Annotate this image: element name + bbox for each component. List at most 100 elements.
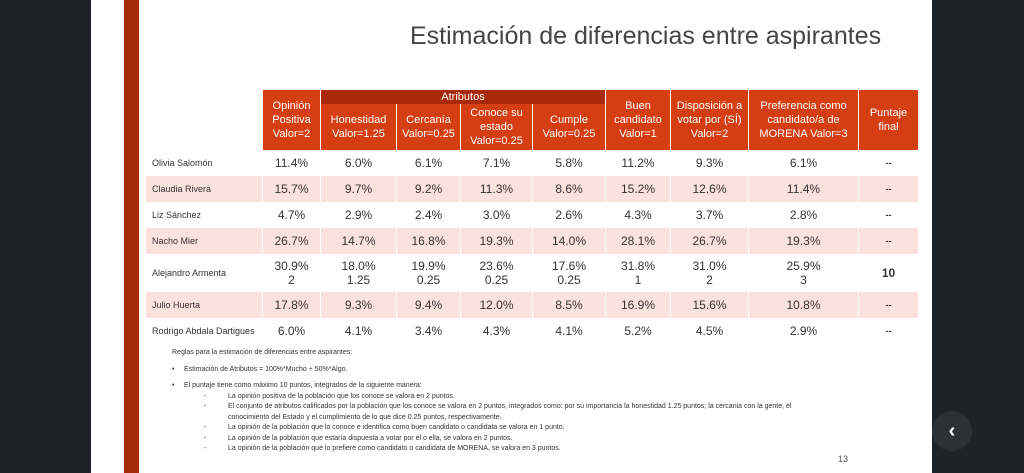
value-cell: 23.6% 0.25 xyxy=(461,254,532,292)
value-cell: 4.3% xyxy=(482,324,511,338)
value-cell: 4.7% xyxy=(277,208,306,222)
value-cell: 9.3% xyxy=(321,292,396,318)
value-cell: 3.4% xyxy=(414,324,443,338)
points: 0.25 xyxy=(557,273,581,287)
candidates-table: Opinión Positiva Valor=2 Atributos Buen … xyxy=(145,90,919,344)
final-score: -- xyxy=(859,228,918,254)
value-cell: 9.3% xyxy=(695,156,724,170)
value-cell: 19.3% xyxy=(461,228,532,254)
percent: 25.9% xyxy=(786,259,821,273)
value-cell: 9.7% xyxy=(321,176,396,202)
value-cell: 3.7% xyxy=(695,208,724,222)
candidate-name: Rodrigo Abdala Dartigues xyxy=(152,326,255,336)
percent: 17.6% xyxy=(551,259,587,273)
value-cell: 14.0% xyxy=(533,228,605,254)
value-cell: 15.6% xyxy=(671,292,748,318)
empty-header xyxy=(146,90,262,150)
percent: 18.0% xyxy=(341,259,376,273)
percent: 23.6% xyxy=(479,259,514,273)
rule-subitem: La opinión de la población que estaría d… xyxy=(172,434,791,445)
value-cell: 31.0% 2 xyxy=(671,254,748,292)
candidate-name: Alejandro Armenta xyxy=(152,268,227,278)
value-cell: 11.4% xyxy=(749,176,858,202)
points: 2 xyxy=(706,273,713,287)
rule-subitem: La opinión de la población que lo conoce… xyxy=(172,423,791,434)
rule-subitem: La opinión de la población que lo prefie… xyxy=(172,444,791,455)
final-score: 10 xyxy=(881,266,896,280)
value-cell: 31.8% 1 xyxy=(606,254,670,292)
chevron-left-icon: ‹ xyxy=(948,419,956,442)
column-header: Conoce su estado Valor=0.25 xyxy=(461,104,532,150)
value-cell: 19.9% 0.25 xyxy=(397,254,460,292)
column-header: Cercanía Valor=0.25 xyxy=(397,104,460,150)
column-header: Opinión Positiva Valor=2 xyxy=(263,90,320,150)
value-cell: 4.1% xyxy=(555,324,583,338)
value-cell: 26.7% xyxy=(263,228,320,254)
back-button[interactable]: ‹ xyxy=(932,411,972,451)
value-cell: 18.0% 1.25 xyxy=(321,254,396,292)
value-cell: 19.3% xyxy=(749,228,858,254)
value-cell: 4.3% xyxy=(624,208,652,222)
slide-title: Estimación de diferencias entre aspirant… xyxy=(410,22,882,50)
value-cell: 6.0% xyxy=(344,156,373,170)
value-cell: 17.6% 0.25 xyxy=(533,254,605,292)
final-score: -- xyxy=(885,210,892,220)
table-row: Olivia Salomón 11.4% 6.0% 6.1% 7.1% 5.8% 11.2%… xyxy=(146,150,918,176)
value-cell: 6.0% xyxy=(277,324,306,338)
value-cell: 10.8% xyxy=(749,292,858,318)
value-cell: 11.3% xyxy=(461,176,532,202)
value-cell: 25.9% 3 xyxy=(749,254,858,292)
rule-subitem: El conjunto de atributos calificados por… xyxy=(172,402,791,413)
points: 1.25 xyxy=(346,273,371,287)
table-row: Liz Sánchez 4.7% 2.9% 2.4% 3.0% 2.6% 4.3% 3.7% 2… xyxy=(146,202,918,228)
rule-subitem-continued: conocimiento del Estado y el cumplimient… xyxy=(228,413,502,421)
column-header: Disposición a votar por (SÍ) Valor=2 xyxy=(671,90,748,150)
value-cell: 16.8% xyxy=(397,228,460,254)
table-row: Rodrigo Abdala Dartigues 6.0% 4.1% 3.4% 4.3%… xyxy=(146,318,918,344)
value-cell: 15.7% xyxy=(263,176,320,202)
rule-subitem: La opinión positiva de la población que … xyxy=(172,392,791,403)
value-cell: 26.7% xyxy=(671,228,748,254)
value-cell: 4.5% xyxy=(695,324,724,338)
final-score: -- xyxy=(859,176,918,202)
column-header: Preferencia como candidato/a de MORENA V… xyxy=(749,90,858,150)
points: 0.25 xyxy=(416,273,441,287)
group-header: Atributos xyxy=(321,90,605,104)
value-cell: 9.2% xyxy=(397,176,460,202)
value-cell: 2.6% xyxy=(555,208,583,222)
rules-heading: Reglas para la estimación de diferencias… xyxy=(172,349,353,356)
value-cell: 8.6% xyxy=(533,176,605,202)
points: 0.25 xyxy=(484,273,509,287)
points: 1 xyxy=(634,273,642,287)
value-cell: 2.9% xyxy=(344,208,373,222)
rule-bullet: Estimación de Atributos = 100%*Mucho + 5… xyxy=(172,365,791,376)
value-cell: 2.8% xyxy=(789,208,818,222)
points: 3 xyxy=(800,273,807,287)
percent: 31.0% xyxy=(692,259,727,273)
value-cell: 6.1% xyxy=(789,156,818,170)
page-number: 13 xyxy=(838,454,849,464)
rule-bullet: El puntaje tiene como máximo 10 puntos, … xyxy=(172,381,791,392)
table-row: Nacho Mier 26.7% 14.7% 16.8% 19.3% 14.0% 28.1%… xyxy=(146,228,918,254)
percent: 31.8% xyxy=(620,259,656,273)
rules-section: Reglas para la estimación de diferencias… xyxy=(172,348,791,455)
final-score: -- xyxy=(885,158,892,168)
value-cell: 5.2% xyxy=(624,324,652,338)
final-score: -- xyxy=(885,326,892,336)
column-header: Cumple Valor=0.25 xyxy=(533,104,605,150)
final-score: -- xyxy=(859,292,918,318)
value-cell: 12.0% xyxy=(461,292,532,318)
candidate-name: Nacho Mier xyxy=(146,228,262,254)
candidate-name: Julio Huerta xyxy=(146,292,262,318)
value-cell: 16.9% xyxy=(606,292,670,318)
value-cell: 17.8% xyxy=(263,292,320,318)
value-cell: 7.1% xyxy=(482,156,511,170)
value-cell: 11.4% xyxy=(274,156,309,170)
value-cell: 12.6% xyxy=(671,176,748,202)
value-cell: 3.0% xyxy=(482,208,511,222)
value-cell: 5.8% xyxy=(555,156,583,170)
table-row: Alejandro Armenta 30.9% 2 18.0% 1.25 19.9% 0.2… xyxy=(146,254,918,292)
slide-accent-bar xyxy=(124,0,139,473)
value-cell: 4.1% xyxy=(344,324,373,338)
value-cell: 8.5% xyxy=(533,292,605,318)
